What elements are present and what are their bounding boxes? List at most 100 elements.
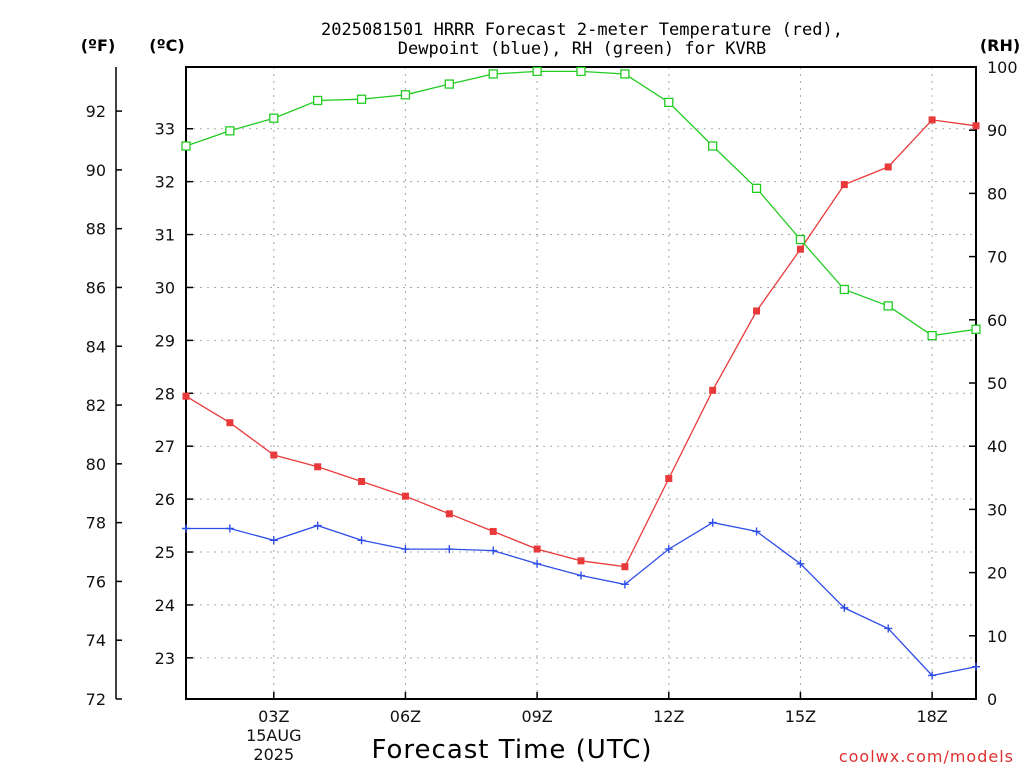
- temperature-point: [884, 163, 892, 171]
- dewpoint-point: [225, 524, 234, 533]
- dewpoint-point: [401, 545, 410, 554]
- dewpoint-point: [489, 546, 498, 555]
- rh-tick-label: 0: [987, 690, 997, 709]
- dewpoint-point: [577, 571, 585, 580]
- rh-point: [313, 95, 323, 106]
- temperature-point: [358, 477, 366, 485]
- rh-point: [181, 141, 191, 151]
- rh-point: [225, 126, 235, 136]
- fahrenheit-tick-label: 82: [86, 396, 106, 415]
- rh-point: [576, 66, 586, 77]
- dewpoint-point: [796, 559, 805, 568]
- dewpoint-point: [445, 545, 454, 554]
- temperature-point: [489, 527, 497, 535]
- rh-tick-label: 100: [987, 58, 1018, 77]
- rh-line: [185, 70, 977, 337]
- dewpoint-point: [884, 624, 893, 633]
- temperature-point: [972, 122, 980, 130]
- celsius-axis: 23 24 25 26 27 28 29 30 31 32 33: [155, 120, 193, 668]
- chart-title-line-1: 2025081501 HRRR Forecast 2-meter Tempera…: [321, 20, 843, 40]
- rh-point: [400, 90, 411, 100]
- rh-point: [356, 94, 367, 104]
- time-tick-label: 06Z: [390, 707, 421, 726]
- rh-tick-label: 80: [987, 184, 1007, 203]
- celsius-tick-label: 29: [155, 331, 175, 350]
- dewpoint-point: [269, 536, 278, 545]
- rh-tick-label: 20: [987, 564, 1007, 583]
- dewpoint-point: [708, 518, 717, 527]
- temperature-point: [533, 545, 541, 553]
- celsius-tick-label: 23: [155, 649, 175, 668]
- fahrenheit-tick-label: 90: [86, 161, 106, 180]
- temperature-line: [185, 119, 977, 568]
- rh-point: [751, 183, 762, 193]
- temperature-point: [314, 463, 322, 471]
- dewpoint-point: [928, 671, 937, 680]
- fahrenheit-tick-label: 92: [86, 102, 106, 121]
- rh-point: [839, 284, 849, 295]
- celsius-tick-label: 28: [155, 384, 175, 403]
- rh-point: [620, 69, 630, 79]
- temperature-point: [270, 451, 278, 459]
- rh-tick-label: 50: [987, 374, 1007, 393]
- dewpoint-point: [313, 521, 322, 530]
- dewpoint-point: [357, 536, 366, 545]
- rh-tick-label: 40: [987, 437, 1007, 456]
- temperature-point: [753, 307, 761, 315]
- fahrenheit-tick-label: 88: [86, 220, 106, 239]
- temperature-point: [928, 116, 936, 124]
- chart-title-line-2: Dewpoint (blue), RH (green) for KVRB: [398, 39, 766, 59]
- temperature-point: [840, 181, 848, 189]
- temperature-point: [401, 492, 409, 500]
- dewpoint-point: [620, 580, 629, 589]
- fahrenheit-tick-label: 86: [86, 278, 106, 297]
- temperature-point: [182, 392, 190, 400]
- celsius-tick-label: 30: [155, 278, 175, 297]
- rh-unit-label: (RH): [980, 36, 1020, 55]
- temperature-point: [709, 386, 717, 394]
- rh-point: [664, 97, 674, 108]
- dewpoint-point: [752, 527, 761, 536]
- rh-point: [488, 69, 498, 79]
- rh-tick-label: 90: [987, 121, 1007, 140]
- series-layer: [181, 66, 981, 680]
- fahrenheit-tick-label: 78: [86, 514, 106, 533]
- rh-point: [971, 324, 981, 334]
- temperature-point: [796, 245, 804, 253]
- time-tick-label: 15Z: [785, 707, 816, 726]
- celsius-tick-label: 27: [155, 437, 175, 456]
- dewpoint-point: [664, 545, 673, 554]
- dewpoint-point: [182, 524, 190, 533]
- celsius-tick-label: 24: [155, 596, 175, 615]
- fahrenheit-tick-label: 72: [86, 690, 106, 709]
- rh-tick-label: 30: [987, 500, 1007, 519]
- rh-point: [444, 79, 454, 89]
- time-tick-label: 12Z: [653, 707, 684, 726]
- temperature-point: [226, 419, 234, 427]
- temperature-point: [577, 557, 585, 565]
- rh-tick-label: 60: [987, 311, 1007, 330]
- time-tick-label: 09Z: [521, 707, 552, 726]
- rh-tick-label: 10: [987, 627, 1007, 646]
- fahrenheit-unit-label: (ºF): [81, 36, 116, 55]
- rh-point: [795, 234, 806, 245]
- celsius-tick-label: 26: [155, 490, 175, 509]
- dewpoint-point: [533, 559, 542, 568]
- temperature-point: [621, 563, 629, 571]
- rh-point: [708, 141, 718, 151]
- fahrenheit-tick-label: 80: [86, 455, 106, 474]
- time-tick-label: 03Z: [258, 707, 289, 726]
- fahrenheit-axis: 72 74 76 78 80 82 84 86 88 90 92: [86, 102, 122, 709]
- rh-point: [927, 330, 937, 341]
- celsius-unit-label: (ºC): [149, 36, 184, 55]
- x-axis-title: Forecast Time (UTC): [371, 735, 652, 765]
- grid-lines: [186, 67, 976, 699]
- dewpoint-point: [840, 603, 849, 612]
- dewpoint-line: [186, 521, 977, 677]
- credit-text: coolwx.com/models: [839, 747, 1014, 766]
- fahrenheit-tick-label: 74: [86, 631, 106, 650]
- rh-tick-label: 70: [987, 248, 1007, 267]
- dewpoint-point: [972, 662, 980, 671]
- rh-point: [883, 301, 893, 311]
